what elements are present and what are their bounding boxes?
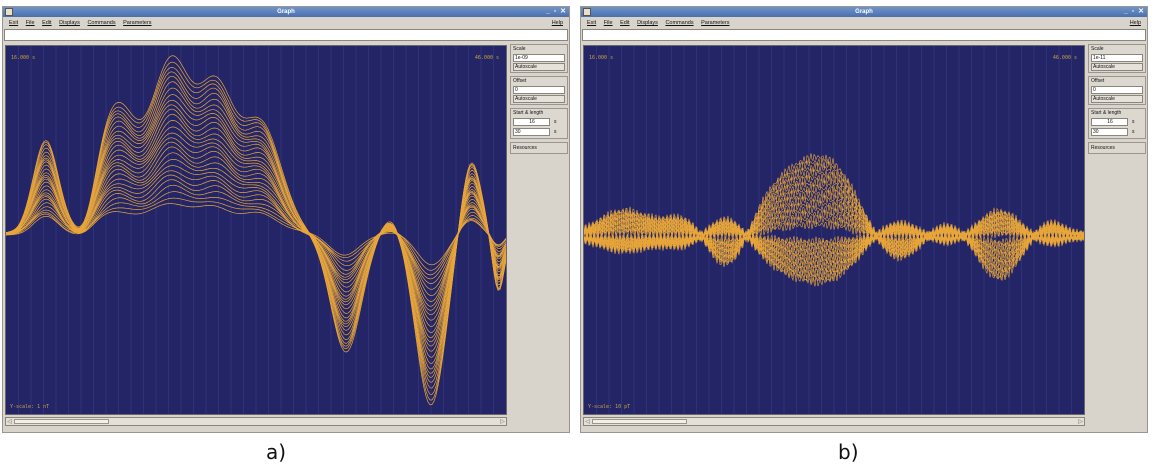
graph-window-b: Graph _ ▫ ✕ Exit File Edit Displays Comm…	[580, 6, 1148, 433]
menu-help[interactable]: Help	[1129, 20, 1141, 26]
scale-group: Scale 1e-09 Autoscale	[510, 44, 568, 73]
horizontal-scrollbar[interactable]: ◁ ▷	[5, 417, 507, 426]
length-field[interactable]: 30	[1091, 128, 1128, 136]
start-length-group: Start & length 16 s 30 s	[1088, 108, 1146, 139]
signal-plot[interactable]: 16.000 s 46.000 s Y-scale: 10 pT	[583, 45, 1085, 415]
offset-group: Offset 0 Autoscale	[510, 76, 568, 105]
window-menu-icon[interactable]	[583, 8, 591, 16]
start-field[interactable]: 16	[1091, 118, 1128, 126]
trace-line	[6, 108, 506, 352]
time-start-label: 16.000 s	[11, 55, 36, 61]
trace-line	[584, 207, 1084, 287]
offset-label: Offset	[1091, 78, 1105, 84]
trace-canvas	[6, 46, 506, 414]
menu-commands[interactable]: Commands	[665, 20, 694, 26]
caption-b: b)	[838, 440, 859, 464]
autoscale-button[interactable]: Autoscale	[513, 63, 565, 71]
signal-plot[interactable]: 16.000 s 46.000 s Y-scale: 1 nT	[5, 45, 507, 415]
trace-line	[6, 141, 506, 321]
trace-line	[6, 203, 506, 266]
length-unit: s	[1132, 129, 1135, 135]
menu-help[interactable]: Help	[551, 20, 563, 26]
horizontal-scrollbar[interactable]: ◁ ▷	[583, 417, 1085, 426]
offset-autoscale-button[interactable]: Autoscale	[513, 95, 565, 103]
yscale-label: Y-scale: 1 nT	[10, 404, 50, 410]
autoscale-button[interactable]: Autoscale	[1091, 63, 1143, 71]
scale-label: Scale	[513, 46, 526, 52]
trace-line	[584, 214, 1084, 250]
offset-field[interactable]: 0	[513, 86, 565, 94]
offset-group: Offset 0 Autoscale	[1088, 76, 1146, 105]
time-end-label: 46.000 s	[474, 55, 499, 61]
caption-a: a)	[266, 440, 287, 464]
time-end-label: 46.000 s	[1052, 55, 1077, 61]
time-start-label: 16.000 s	[589, 55, 614, 61]
trace-line	[6, 104, 506, 358]
graph-window-a: Graph _ ▫ ✕ Exit File Edit Displays Comm…	[2, 6, 570, 433]
trace-line	[6, 71, 506, 389]
trace-line	[6, 67, 506, 395]
menu-bar: Exit File Edit Displays Commands Paramet…	[581, 18, 1147, 28]
offset-autoscale-button[interactable]: Autoscale	[1091, 95, 1143, 103]
menu-exit[interactable]: Exit	[9, 20, 19, 26]
menu-commands[interactable]: Commands	[87, 20, 116, 26]
trace-canvas	[584, 46, 1084, 414]
trace-line	[584, 153, 1084, 282]
trace-line	[6, 170, 506, 297]
menu-edit[interactable]: Edit	[42, 20, 52, 26]
trace-line	[6, 75, 506, 383]
trace-line	[584, 228, 1084, 246]
window-controls-icon[interactable]: _ ▫ ✕	[1123, 8, 1145, 15]
resources-button[interactable]: Resources	[1088, 142, 1146, 154]
scale-field[interactable]: 1e-11	[1091, 54, 1143, 62]
scroll-right-icon[interactable]: ▷	[500, 418, 505, 425]
menu-bar: Exit File Edit Displays Commands Paramet…	[3, 18, 569, 28]
control-panel: Scale 1e-11 Autoscale Offset 0 Autoscale…	[1088, 44, 1146, 154]
scale-group: Scale 1e-11 Autoscale	[1088, 44, 1146, 73]
offset-field[interactable]: 0	[1091, 86, 1143, 94]
start-unit: s	[1132, 119, 1135, 125]
start-length-group: Start & length 16 s 30 s	[510, 108, 568, 139]
scroll-thumb[interactable]	[14, 419, 109, 424]
window-menu-icon[interactable]	[5, 8, 13, 16]
control-panel: Scale 1e-09 Autoscale Offset 0 Autoscale…	[510, 44, 568, 154]
resources-button[interactable]: Resources	[510, 142, 568, 154]
scroll-thumb[interactable]	[592, 419, 687, 424]
yscale-label: Y-scale: 10 pT	[588, 404, 631, 410]
menu-exit[interactable]: Exit	[587, 20, 597, 26]
command-input[interactable]	[582, 29, 1146, 41]
scale-field[interactable]: 1e-09	[513, 54, 565, 62]
menu-edit[interactable]: Edit	[620, 20, 630, 26]
start-unit: s	[554, 119, 557, 125]
menu-displays[interactable]: Displays	[637, 20, 658, 26]
trace-line	[6, 179, 506, 284]
start-length-label: Start & length	[513, 110, 544, 116]
start-length-label: Start & length	[1091, 110, 1122, 116]
trace-line	[6, 137, 506, 327]
length-field[interactable]: 30	[513, 128, 550, 136]
menu-parameters[interactable]: Parameters	[123, 20, 152, 26]
menu-parameters[interactable]: Parameters	[701, 20, 730, 26]
title-bar[interactable]: Graph _ ▫ ✕	[3, 7, 569, 17]
menu-displays[interactable]: Displays	[59, 20, 80, 26]
trace-line	[6, 55, 506, 406]
window-title: Graph	[277, 9, 295, 15]
trace-line	[6, 174, 506, 290]
trace-line	[6, 146, 506, 316]
scale-label: Scale	[1091, 46, 1104, 52]
offset-label: Offset	[513, 78, 527, 84]
scroll-right-icon[interactable]: ▷	[1078, 418, 1083, 425]
length-unit: s	[554, 129, 557, 135]
start-field[interactable]: 16	[513, 118, 550, 126]
scroll-left-icon[interactable]: ◁	[585, 418, 590, 425]
menu-file[interactable]: File	[603, 20, 613, 26]
scroll-left-icon[interactable]: ◁	[7, 418, 12, 425]
window-controls-icon[interactable]: _ ▫ ✕	[545, 8, 567, 15]
menu-file[interactable]: File	[25, 20, 35, 26]
title-bar[interactable]: Graph _ ▫ ✕	[581, 7, 1147, 17]
trace-line	[584, 199, 1084, 257]
command-input[interactable]	[4, 29, 568, 41]
window-title: Graph	[855, 9, 873, 15]
